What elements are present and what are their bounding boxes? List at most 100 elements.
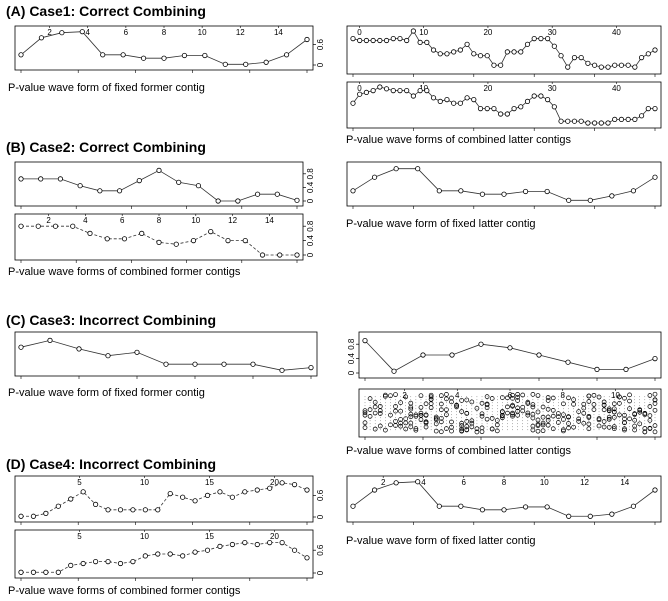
y-tick-label: 0 xyxy=(306,252,315,257)
data-point xyxy=(536,352,542,358)
data-point xyxy=(117,507,124,513)
dense-point xyxy=(622,427,627,433)
dense-point xyxy=(581,420,587,426)
x-tick-label: 40 xyxy=(612,84,621,93)
data-point xyxy=(167,490,173,497)
data-point xyxy=(215,198,221,204)
x-tick-label: 8 xyxy=(561,391,566,400)
data-point xyxy=(471,51,477,57)
dense-point xyxy=(530,392,536,397)
data-point xyxy=(638,113,645,119)
data-point xyxy=(155,507,161,513)
data-point xyxy=(294,252,300,258)
y-tick-label: 0 xyxy=(316,62,325,67)
dense-point xyxy=(372,426,378,432)
dense-point xyxy=(408,400,414,406)
dense-point xyxy=(525,399,531,405)
data-point xyxy=(76,346,82,352)
dense-point xyxy=(438,393,444,399)
data-point xyxy=(410,28,417,34)
dense-point xyxy=(459,420,465,426)
y-tick-label: 0.6 xyxy=(316,489,325,501)
data-point xyxy=(180,553,186,559)
data-point xyxy=(612,116,618,123)
data-point xyxy=(638,54,645,61)
data-point xyxy=(397,35,403,42)
plot-frame xyxy=(358,331,662,379)
data-point xyxy=(430,47,437,53)
x-tick-label: 8 xyxy=(162,28,167,37)
data-point xyxy=(250,361,256,367)
data-point xyxy=(598,64,604,70)
dense-point xyxy=(581,405,587,411)
dense-point xyxy=(393,408,398,414)
dense-point xyxy=(449,424,454,430)
dense-point xyxy=(454,403,459,408)
dense-point xyxy=(413,427,419,433)
data-point xyxy=(587,513,593,519)
data-point xyxy=(134,349,140,355)
data-point xyxy=(217,489,223,495)
data-point xyxy=(18,344,24,350)
dense-point xyxy=(642,412,648,417)
dense-point xyxy=(571,397,576,403)
x-tick-label: 40 xyxy=(612,28,621,37)
x-tick-label: 20 xyxy=(483,84,492,93)
data-point xyxy=(544,188,550,195)
data-point xyxy=(87,230,93,236)
dense-point xyxy=(393,392,398,397)
data-point xyxy=(130,507,136,513)
data-point xyxy=(417,88,423,94)
dense-point xyxy=(418,393,424,399)
x-tick-label: 4 xyxy=(455,391,460,400)
data-point xyxy=(522,504,529,510)
data-point xyxy=(156,167,162,173)
data-point xyxy=(161,55,167,61)
x-tick-label: 0 xyxy=(357,84,362,93)
data-point xyxy=(618,116,625,123)
dense-point xyxy=(540,428,546,434)
data-point xyxy=(609,193,615,199)
data-point xyxy=(518,104,524,110)
data-point xyxy=(263,59,269,65)
data-point xyxy=(391,368,397,374)
x-tick-label: 4 xyxy=(86,28,91,37)
data-point xyxy=(518,49,524,55)
data-point xyxy=(377,84,383,90)
data-point xyxy=(167,551,173,557)
data-point xyxy=(176,179,182,185)
x-tick-label: 10 xyxy=(540,478,549,487)
dense-point xyxy=(393,418,398,424)
dense-point xyxy=(576,409,582,414)
data-point xyxy=(267,539,273,546)
data-point xyxy=(79,29,85,35)
data-point xyxy=(229,541,235,548)
x-tick-label: 2 xyxy=(46,216,51,225)
dense-point xyxy=(545,418,551,423)
dense-point xyxy=(383,427,388,433)
dense-point xyxy=(464,419,470,424)
panel-d1-plot: 0 0.6 5 10 15 20 xyxy=(14,475,325,525)
x-tick-label: 2 xyxy=(402,391,407,400)
dense-point xyxy=(622,420,627,426)
dense-point xyxy=(383,392,388,398)
dense-point xyxy=(510,412,515,417)
wave-line xyxy=(21,169,298,202)
data-point xyxy=(585,120,591,126)
data-point xyxy=(625,116,631,123)
dense-point xyxy=(464,397,470,403)
data-point xyxy=(68,562,74,569)
data-point xyxy=(612,62,618,68)
dense-point xyxy=(530,423,536,429)
dense-point xyxy=(484,394,490,399)
dense-point xyxy=(423,424,429,430)
dense-point xyxy=(408,411,414,417)
data-point xyxy=(501,191,507,197)
case-b-caption-right: P-value wave form of fixed latter contig xyxy=(346,218,536,230)
data-point xyxy=(471,96,477,103)
dense-point xyxy=(494,418,500,423)
dense-point xyxy=(449,399,454,405)
y-tick-label: 0.6 xyxy=(316,38,325,50)
data-point xyxy=(630,188,637,194)
dense-point xyxy=(606,414,612,420)
